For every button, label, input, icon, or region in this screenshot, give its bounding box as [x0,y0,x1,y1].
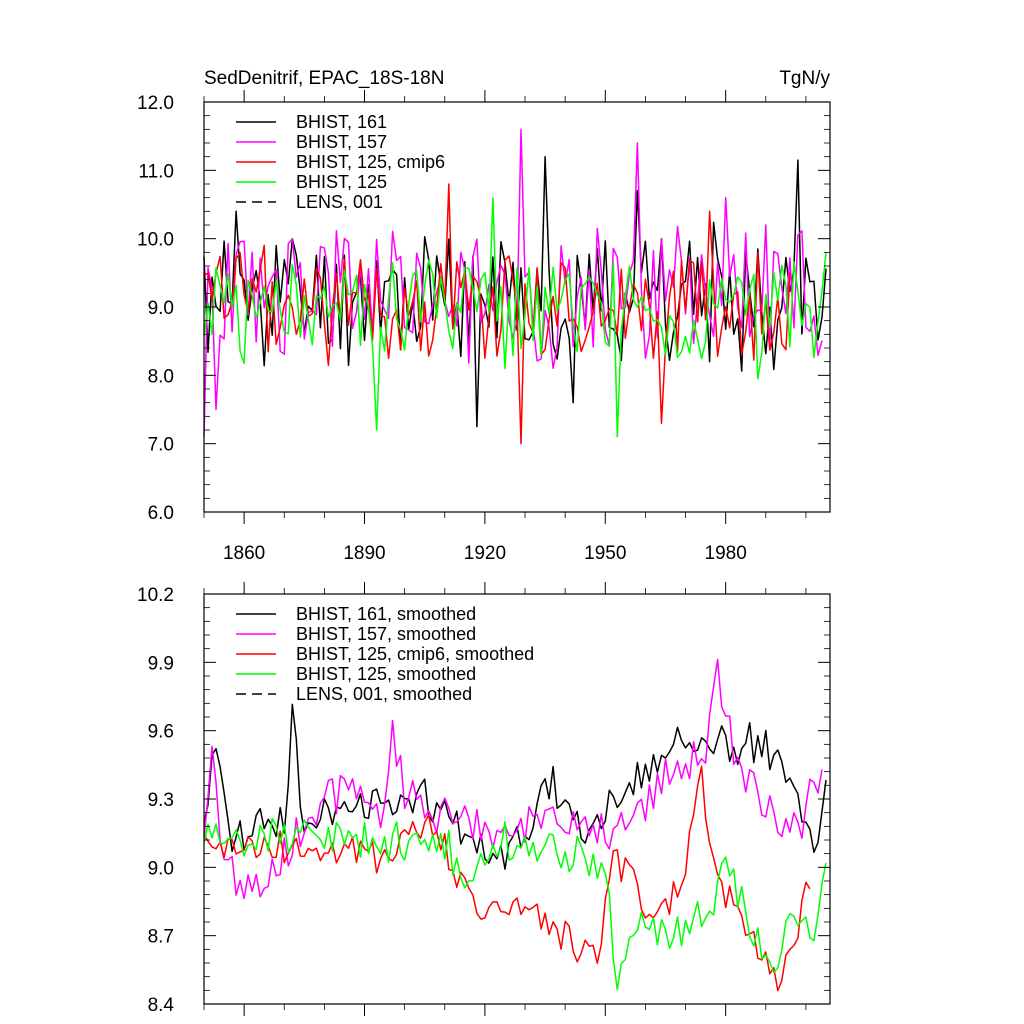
y-tick-label: 9.0 [148,298,174,319]
legend-label: BHIST, 125, cmip6 [296,152,445,172]
legend-label: BHIST, 125 [296,172,387,192]
legend-label: BHIST, 157 [296,132,387,152]
top-series-group [203,128,827,445]
legend-label: LENS, 001 [296,192,383,212]
top-panel: SedDenitrif, EPAC_18S-18N TgN/y 6.0 7.0 8.… [137,68,831,564]
y-tick-label: 11.0 [138,161,174,182]
series-line-bottom-2 [203,765,811,992]
x-tick-label: 1920 [464,543,506,564]
x-tick-label: 1950 [584,543,626,564]
chart-title: SedDenitrif, EPAC_18S-18N [204,68,444,89]
series-line-top-3 [203,196,827,438]
units-label: TgN/y [779,68,830,89]
series-line-bottom-3 [203,817,827,991]
x-tick-label: 1860 [223,543,265,564]
y-tick-label: 9.9 [148,653,174,674]
legend-label: BHIST, 125, smoothed [296,664,476,684]
legend-label: BHIST, 161 [296,112,387,132]
y-tick-label: 8.7 [148,927,174,948]
bottom-panel: 8.4 8.7 9.0 9.3 9.6 9.9 10.2 BHIST, 161, smoot… [137,582,831,1016]
y-tick-label: 10.0 [137,230,174,251]
y-tick-label: 9.6 [148,722,174,743]
y-tick-label: 8.4 [148,995,175,1016]
series-line-bottom-1 [203,658,823,900]
y-tick-label: 8.0 [148,366,174,387]
bottom-series-group [203,658,827,992]
series-line-top-1 [203,128,823,437]
legend-label: LENS, 001, smoothed [296,684,472,704]
y-tick-label: 9.0 [148,858,174,879]
legend-label: BHIST, 125, cmip6, smoothed [296,644,534,664]
x-tick-label: 1980 [705,543,747,564]
y-tick-label: 12.0 [137,93,174,114]
bottom-ticks: 8.4 8.7 9.0 9.3 9.6 9.9 10.2 [137,582,830,1016]
top-ticks: 6.0 7.0 8.0 9.0 10.0 11.0 12.0 1860 1890 1920 1950… [137,90,830,564]
legend-label: BHIST, 157, smoothed [296,624,476,644]
y-tick-label: 10.2 [137,585,174,606]
y-tick-label: 7.0 [148,435,174,456]
y-tick-label: 6.0 [148,503,174,524]
x-tick-label: 1890 [343,543,385,564]
y-tick-label: 9.3 [148,790,174,811]
series-line-top-2 [203,183,791,445]
legend-label: BHIST, 161, smoothed [296,604,476,624]
